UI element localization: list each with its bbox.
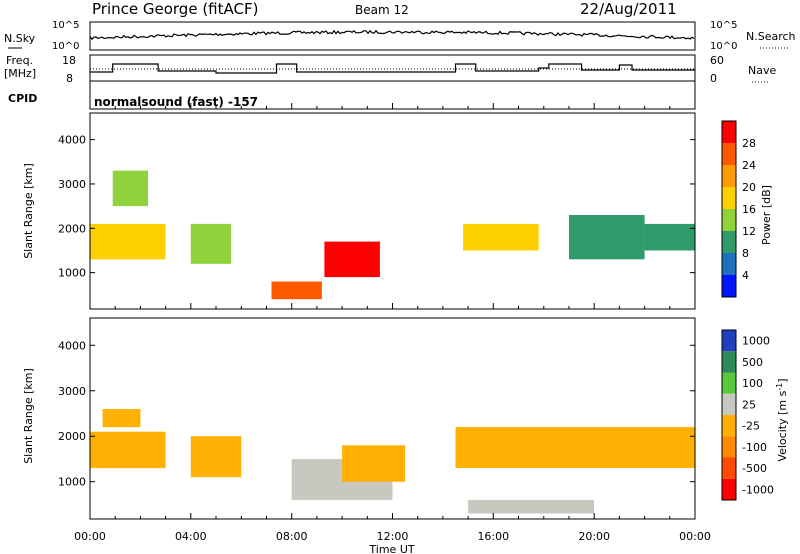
freq-panel-frame — [89, 54, 696, 82]
noise-right-label: N.Search — [746, 30, 796, 43]
colorbar-swatch — [722, 372, 736, 394]
noise-right-tick-high: 10^5 — [710, 20, 737, 31]
freq-tick-high: 18 — [62, 54, 76, 67]
colorbar-frame — [721, 329, 737, 501]
colorbar-frame — [721, 120, 737, 298]
colorbar-swatch — [722, 253, 736, 275]
colorbar-tick-label: 12 — [742, 225, 756, 238]
colorbar-swatch — [722, 143, 736, 165]
y-tick-label: 4000 — [58, 134, 86, 147]
heatmap-region — [102, 409, 141, 428]
heatmap-region — [324, 241, 380, 278]
noise-right-tick-low: 10^0 — [710, 41, 737, 52]
colorbar-tick-label: 28 — [742, 137, 756, 150]
colorbar-swatch — [722, 436, 736, 458]
y-tick-label: 1000 — [58, 267, 86, 280]
cpid-label: CPID — [8, 92, 37, 105]
colorbar-tick-label: -25 — [742, 420, 760, 433]
colorbar-swatch — [722, 165, 736, 187]
noise-trace — [89, 29, 695, 41]
colorbar-swatch — [722, 478, 736, 501]
y-tick-label: 3000 — [58, 385, 86, 398]
heatmap-region — [90, 223, 166, 260]
colorbar-swatch — [722, 393, 736, 416]
power-heatmap — [90, 170, 695, 300]
power-colorbar-label: Power [dB] — [760, 185, 773, 245]
x-axis-label: Time UT — [368, 543, 414, 554]
heatmap-region — [644, 223, 695, 251]
heatmap-region — [468, 499, 595, 514]
colorbar-tick-label: 16 — [742, 203, 756, 216]
velocity-ylabel: Slant Range [km] — [22, 368, 35, 464]
beam-label: Beam 12 — [355, 3, 409, 17]
freq-label-1: Freq. — [6, 54, 33, 67]
freq-tick-low: 8 — [66, 72, 73, 85]
colorbar-tick-label: -100 — [742, 441, 767, 454]
heatmap-region — [271, 281, 322, 300]
power-y-axis: 4000 3000 2000 1000 — [58, 134, 695, 280]
x-tick-label: 00:00 — [679, 530, 711, 543]
velocity-colorbar: 1000 500 100 25 -25 -100 -500 -1000 — [721, 329, 774, 501]
cpid-text: normalsound (fast) -157 — [94, 95, 258, 109]
colorbar-swatch — [722, 351, 736, 373]
colorbar-swatch — [722, 231, 736, 253]
noise-left-tick-low: 10^0 — [52, 41, 79, 52]
nave-label: Nave — [748, 64, 776, 77]
heatmap-region — [190, 436, 242, 478]
noise-left-tick-high: 10^5 — [52, 20, 79, 31]
velocity-heatmap — [90, 409, 695, 514]
x-tick-label: 00:00 — [74, 530, 106, 543]
colorbar-tick-label: 8 — [742, 247, 749, 260]
colorbar-tick-label: 25 — [742, 398, 756, 411]
colorbar-tick-label: 4 — [742, 269, 749, 282]
colorbar-tick-label: 500 — [742, 356, 763, 369]
heatmap-region — [112, 170, 148, 207]
y-tick-label: 2000 — [58, 430, 86, 443]
power-ylabel: Slant Range [km] — [22, 163, 35, 259]
freq-label-2: [MHz] — [4, 67, 36, 80]
colorbar-swatch — [722, 121, 736, 143]
x-tick-label: 16:00 — [477, 530, 509, 543]
y-tick-label: 1000 — [58, 476, 86, 489]
power-panel-frame — [89, 112, 696, 310]
velocity-y-axis: 4000 3000 2000 1000 — [58, 339, 695, 489]
colorbar-swatch — [722, 330, 736, 352]
x-tick-label: 04:00 — [175, 530, 207, 543]
nave-tick-high: 60 — [710, 54, 724, 67]
nave-tick-low: 0 — [710, 72, 717, 85]
colorbar-swatch — [722, 275, 736, 297]
noise-left-label: N.Sky — [4, 32, 36, 45]
y-tick-label: 3000 — [58, 178, 86, 191]
colorbar-tick-label: -1000 — [742, 483, 774, 496]
heatmap-region — [455, 427, 695, 468]
heatmap-region — [342, 445, 406, 482]
colorbar-tick-label: 20 — [742, 181, 756, 194]
colorbar-tick-label: 100 — [742, 377, 763, 390]
freq-trace — [90, 63, 695, 74]
colorbar-swatch — [722, 187, 736, 209]
colorbar-tick-label: -500 — [742, 462, 767, 475]
colorbar-swatch — [722, 457, 736, 479]
colorbar-swatch — [722, 415, 736, 437]
y-tick-label: 4000 — [58, 339, 86, 352]
power-colorbar: 28 24 20 16 12 8 4 — [721, 120, 756, 298]
colorbar-tick-label: 24 — [742, 159, 756, 172]
time-axis: 00:00 04:00 08:00 12:00 16:00 20:00 00:00 — [74, 103, 711, 543]
colorbar-tick-label: 1000 — [742, 335, 770, 348]
noise-panel-frame — [89, 21, 696, 51]
x-tick-label: 20:00 — [578, 530, 610, 543]
station-title: Prince George (fitACF) — [92, 0, 258, 18]
x-tick-label: 08:00 — [276, 530, 308, 543]
heatmap-region — [90, 431, 166, 469]
heatmap-region — [463, 223, 539, 251]
heatmap-region — [190, 223, 232, 264]
y-tick-label: 2000 — [58, 222, 86, 235]
x-tick-label: 12:00 — [377, 530, 409, 543]
heatmap-region — [569, 215, 645, 260]
velocity-colorbar-label: Velocity [m s-1] — [775, 378, 789, 461]
date-label: 22/Aug/2011 — [580, 0, 677, 18]
colorbar-swatch — [722, 209, 736, 231]
